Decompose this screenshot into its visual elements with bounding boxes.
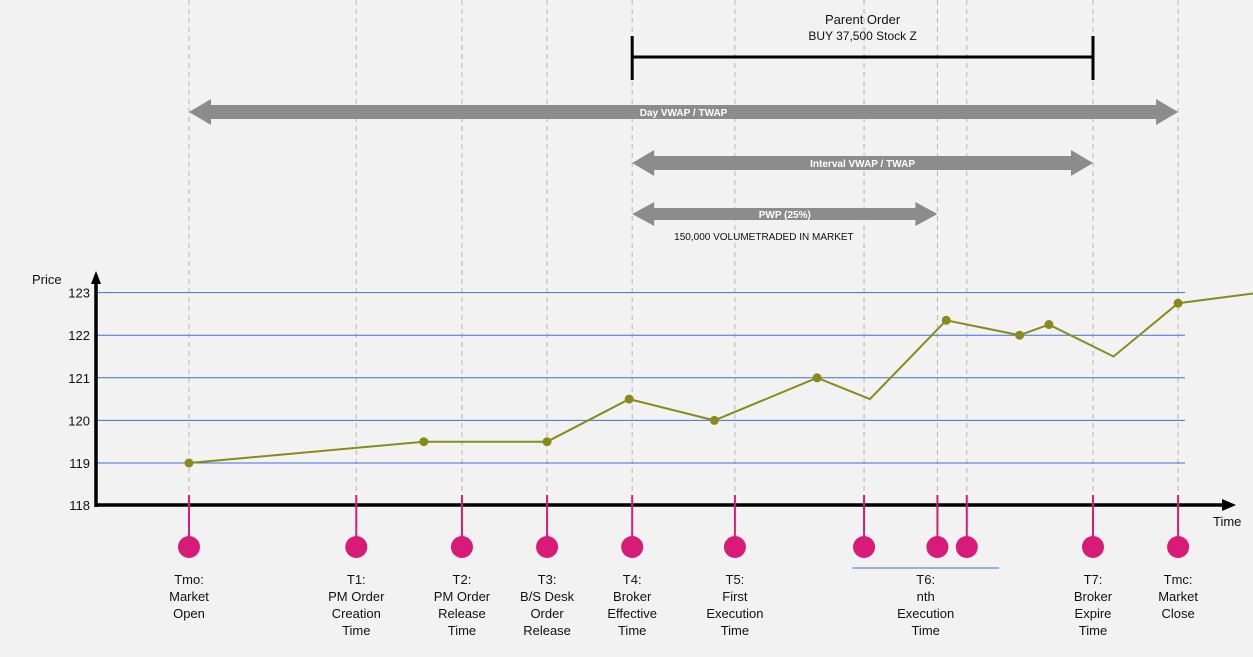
event-dot [1081,536,1104,558]
event-label: Time [342,623,370,638]
event-label: T2: [453,572,472,587]
event-guide-lines [188,0,1179,497]
event-dot [178,536,200,558]
event-label: Market [169,589,209,604]
event-group-label: T6: [916,572,935,587]
event-label: Execution [706,606,763,621]
event-dot [723,536,746,558]
price-point [184,458,194,468]
y-tick-label: 119 [69,456,90,471]
price-point [941,315,951,325]
event-dot [926,536,949,558]
event-group-label: Time [911,623,939,638]
event-dot [450,536,473,558]
event-label: Release [438,606,486,621]
event-group-label: Execution [897,606,954,621]
y-tick-label: 123 [68,286,90,301]
price-point [1044,320,1054,330]
event-markers: Tmo: Market Open T1: PM Order Creation Time T2:… [169,495,1198,638]
event-label: T5: [726,572,745,587]
event-group-label: nth [917,589,935,604]
y-tick-label: 122 [68,328,90,343]
event-label: T7: [1084,572,1103,587]
interval-vwap-band [632,150,1093,176]
event-label: First [722,589,748,604]
price-point [709,415,719,425]
y-tick-label: 120 [68,413,90,428]
event-label: Close [1161,606,1194,621]
price-point [419,437,429,447]
event-label: T1: [347,572,366,587]
y-tick-label: 118 [69,498,90,513]
parent-order-title: Parent Order [825,12,901,27]
gridlines: 118 119 120 121 122 123 [68,286,1185,513]
interval-vwap-band-label: Interval VWAP / TWAP [810,159,915,170]
price-point [812,373,822,383]
event-label: Tmc: [1164,572,1193,587]
event-dot [536,536,559,558]
event-label: Release [523,623,571,638]
price-point [1015,330,1025,340]
event-label: Expire [1075,606,1112,621]
event-label: Time [448,623,476,638]
event-label: T4: [623,572,642,587]
benchmark-bands: Day VWAP / TWAP Interval VWAP / TWAP PWP (… [189,12,1179,243]
event-label: Time [618,623,646,638]
y-tick-label: 121 [68,371,90,386]
x-axis-label: Time [1213,514,1241,529]
day-vwap-band-label: Day VWAP / TWAP [640,108,728,119]
event-dot [853,536,876,558]
event-label: Broker [1074,589,1113,604]
event-label: Open [173,606,205,621]
pwp-note: 150,000 VOLUMETRADED IN MARKET [674,232,854,243]
event-label: Broker [613,589,652,604]
event-dot [955,536,978,558]
day-vwap-band [189,99,1179,125]
event-label: Effective [607,606,657,621]
event-label: Market [1158,589,1198,604]
event-label: Time [721,623,749,638]
event-label: T3: [538,572,557,587]
price-line [188,292,1253,464]
event-dot [621,536,644,558]
x-axis-arrow [1222,499,1236,511]
price-point [1173,298,1183,308]
event-label: Order [530,606,564,621]
price-point [624,394,634,404]
pwp-band-label: PWP (25%) [759,210,811,221]
event-label: Creation [332,606,381,621]
axes: Price Time [32,271,1241,529]
event-label: Time [1079,623,1107,638]
parent-order-subtitle: BUY 37,500 Stock Z [808,29,917,43]
y-axis-label: Price [32,272,62,287]
event-dot [1167,536,1190,558]
event-label: PM Order [434,589,491,604]
event-label: PM Order [328,589,385,604]
event-label: B/S Desk [520,589,575,604]
y-axis-arrow [91,271,101,284]
price-series [184,292,1253,468]
price-point [542,437,552,447]
event-label: Tmo: [174,572,204,587]
event-dot [345,536,368,558]
pwp-band [632,202,938,226]
